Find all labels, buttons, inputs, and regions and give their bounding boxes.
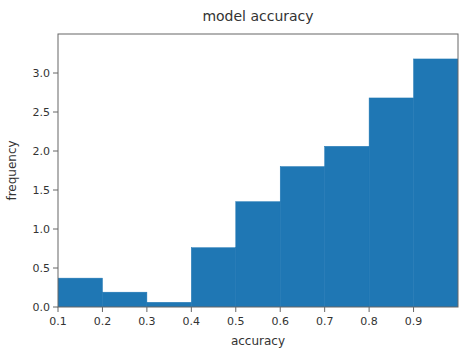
tick-mark — [413, 307, 414, 312]
tick-label: 0.5 — [33, 262, 51, 275]
bars — [58, 59, 458, 307]
histogram-bar — [236, 202, 280, 307]
tick-label: 0.9 — [405, 315, 423, 328]
tick-label: 0.4 — [183, 315, 201, 328]
tick-label: 0.3 — [138, 315, 156, 328]
tick-mark — [280, 307, 281, 312]
histogram-bar — [58, 278, 102, 307]
histogram-bar — [102, 292, 146, 307]
histogram-bar — [325, 146, 369, 307]
tick-mark — [53, 307, 58, 308]
histogram-bar — [191, 248, 235, 307]
x-axis-label: accuracy — [231, 334, 285, 348]
histogram-bar — [147, 302, 191, 307]
tick-label: 0.1 — [49, 315, 67, 328]
tick-mark — [53, 112, 58, 113]
histogram-bar — [369, 98, 413, 307]
tick-label: 3.0 — [33, 67, 51, 80]
tick-mark — [53, 229, 58, 230]
tick-mark — [102, 307, 103, 312]
tick-label: 2.5 — [33, 106, 51, 119]
chart-title: model accuracy — [202, 8, 313, 24]
y-axis: 0.0 0.5 1.0 1.5 2.0 2.5 3.0 — [33, 67, 59, 314]
tick-mark — [324, 307, 325, 312]
tick-mark — [53, 190, 58, 191]
tick-label: 0.8 — [360, 315, 378, 328]
tick-mark — [53, 151, 58, 152]
tick-mark — [235, 307, 236, 312]
tick-mark — [369, 307, 370, 312]
histogram-bar — [414, 59, 458, 307]
tick-label: 1.0 — [33, 223, 51, 236]
tick-label: 0.7 — [316, 315, 334, 328]
tick-label: 0.2 — [94, 315, 112, 328]
plot-frame — [58, 34, 458, 307]
chart-container: 0.00.51.01.52.02.53.00.10.20.30.40.50.60… — [0, 0, 474, 355]
chart-svg: 0.00.51.01.52.02.53.00.10.20.30.40.50.60… — [0, 0, 474, 355]
histogram-bar — [280, 167, 324, 307]
x-axis: 0.1 0.2 0.3 0.4 0.5 0.6 0.7 0.8 0.9 — [49, 307, 422, 328]
tick-label: 0.5 — [227, 315, 245, 328]
tick-mark — [53, 268, 58, 269]
tick-label: 0.0 — [33, 301, 51, 314]
y-axis-label: frequency — [5, 140, 19, 200]
tick-mark — [146, 307, 147, 312]
tick-mark — [58, 307, 59, 312]
tick-label: 2.0 — [33, 145, 51, 158]
tick-mark — [191, 307, 192, 312]
tick-label: 1.5 — [33, 184, 51, 197]
tick-mark — [53, 73, 58, 74]
tick-label: 0.6 — [271, 315, 289, 328]
